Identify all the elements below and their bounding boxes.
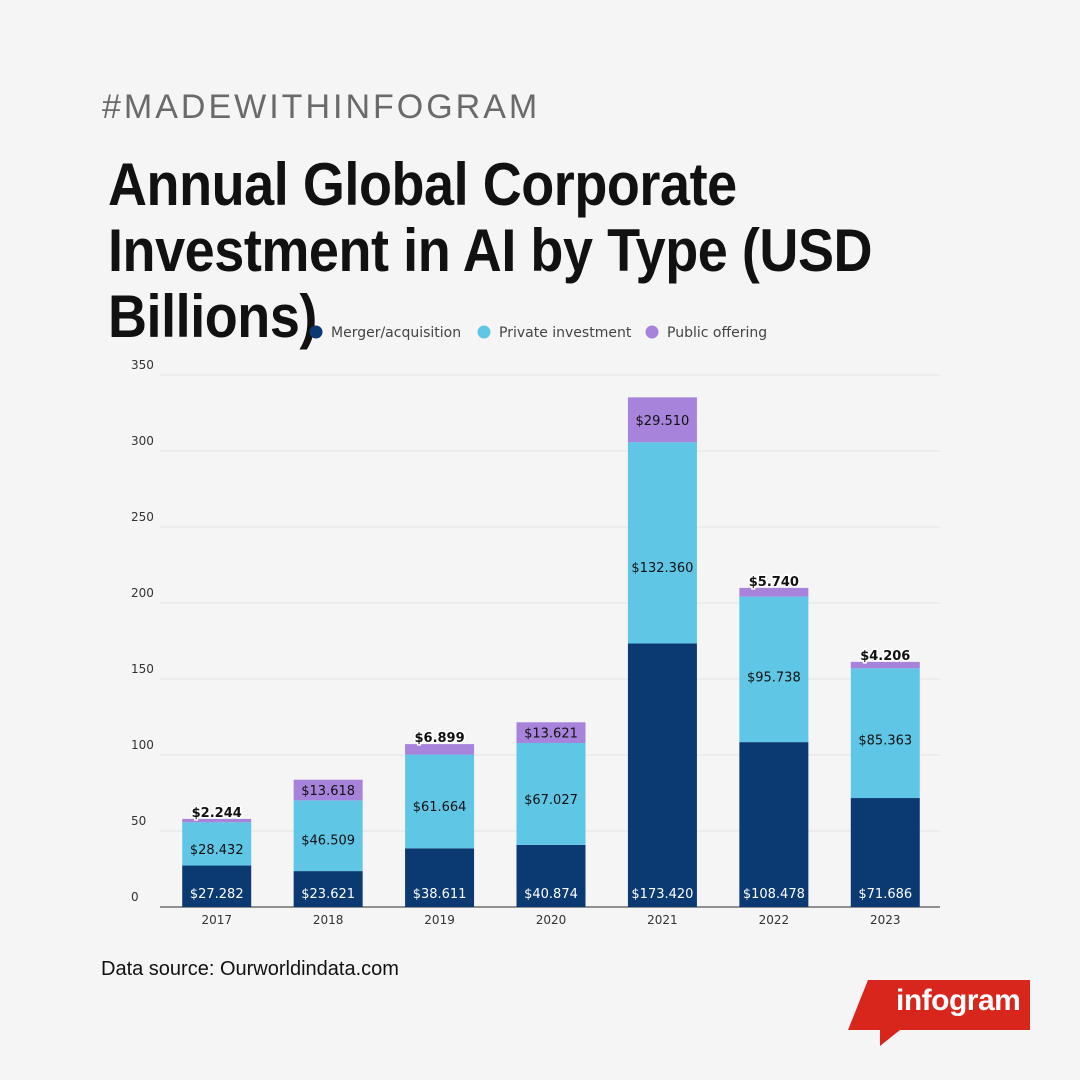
bar-segment xyxy=(516,722,586,743)
legend-marker xyxy=(645,325,659,339)
chart-bars xyxy=(182,397,920,907)
bar-segment xyxy=(516,742,586,845)
bar-segment xyxy=(405,754,475,849)
value-label: $95.738 xyxy=(747,671,801,686)
data-source-note: Data source: Ourworldindata.com xyxy=(101,958,399,980)
y-tick-label: 200 xyxy=(131,586,154,600)
x-tick-label: 2021 xyxy=(647,913,678,927)
value-label: $13.621 xyxy=(524,727,578,742)
bar-segment xyxy=(405,848,475,907)
bar-segment xyxy=(516,844,586,907)
value-label: $173.420 xyxy=(631,887,693,902)
value-label: $85.363 xyxy=(858,734,912,749)
bar-segment xyxy=(850,661,920,669)
bar-segment xyxy=(182,822,252,866)
hashtag: #MADEWITHINFOGRAM xyxy=(102,88,541,126)
y-tick-label: 50 xyxy=(131,814,146,828)
x-tick-label: 2020 xyxy=(536,913,567,927)
value-label: $23.621 xyxy=(301,887,355,902)
bar-segment xyxy=(850,668,920,799)
y-tick-label: 350 xyxy=(131,358,154,372)
chart-legend: Merger/acquisition Private investment Publ… xyxy=(309,325,767,341)
infogram-logo-text[interactable]: infogram xyxy=(896,984,1021,1017)
value-label: $108.478 xyxy=(743,887,805,902)
value-label: $46.509 xyxy=(301,833,355,848)
stacked-bar-chart: Merger/acquisition Private investment Publ… xyxy=(131,325,940,927)
value-labels: $27.282 $28.432 $2.244 $23.621 $46.509 $13.61… xyxy=(190,414,912,902)
value-label: $27.282 xyxy=(190,887,244,902)
bar-segment xyxy=(739,596,809,743)
legend-marker xyxy=(477,325,491,339)
bar-segment xyxy=(182,818,252,823)
value-label: $61.664 xyxy=(413,800,467,815)
bar-segment xyxy=(627,643,697,907)
x-axis-tick-labels: 2017 2018 2019 2020 2021 2022 2023 xyxy=(201,913,900,927)
value-label: $67.027 xyxy=(524,793,578,808)
x-tick-label: 2023 xyxy=(870,913,901,927)
y-tick-label: 100 xyxy=(131,738,154,752)
x-tick-label: 2022 xyxy=(759,913,790,927)
bar-segment xyxy=(293,871,363,907)
bar-segment xyxy=(739,587,809,597)
y-tick-label: 150 xyxy=(131,662,154,676)
legend-marker xyxy=(309,325,323,339)
bar-segment xyxy=(739,742,809,907)
bar-segment xyxy=(293,779,363,801)
value-label: $6.899 xyxy=(414,731,464,746)
value-label: $4.206 xyxy=(860,649,910,664)
value-label: $40.874 xyxy=(524,887,578,902)
infogram-logo-badge[interactable] xyxy=(846,980,1036,1050)
value-label: $71.686 xyxy=(858,887,912,902)
value-label: $13.618 xyxy=(301,784,355,799)
legend-label: Public offering xyxy=(667,325,767,341)
y-axis-tick-labels: 0 50 100 150 200 250 300 350 xyxy=(131,358,154,904)
badge-shape-icon xyxy=(848,980,1030,1046)
x-tick-label: 2018 xyxy=(313,913,344,927)
y-tick-label: 0 xyxy=(131,890,139,904)
value-label: $5.740 xyxy=(749,575,799,590)
x-tick-label: 2017 xyxy=(201,913,232,927)
legend-label: Private investment xyxy=(499,325,632,341)
value-label: $132.360 xyxy=(631,561,693,576)
value-label: $29.510 xyxy=(636,414,690,429)
bar-segment xyxy=(405,744,475,755)
legend-label: Merger/acquisition xyxy=(331,325,461,341)
bar-segment xyxy=(182,865,252,907)
bar-segment xyxy=(850,798,920,907)
value-label: $38.611 xyxy=(413,887,467,902)
y-tick-label: 250 xyxy=(131,510,154,524)
chart-title: Annual Global Corporate Investment in AI… xyxy=(108,151,873,350)
bar-segment xyxy=(293,800,363,872)
value-label: $28.432 xyxy=(190,843,244,858)
bar-segment xyxy=(627,442,697,644)
x-tick-label: 2019 xyxy=(424,913,455,927)
bar-segment xyxy=(627,397,697,443)
value-label: $2.244 xyxy=(192,806,242,821)
chart-gridlines xyxy=(160,374,940,908)
y-tick-label: 300 xyxy=(131,434,154,448)
